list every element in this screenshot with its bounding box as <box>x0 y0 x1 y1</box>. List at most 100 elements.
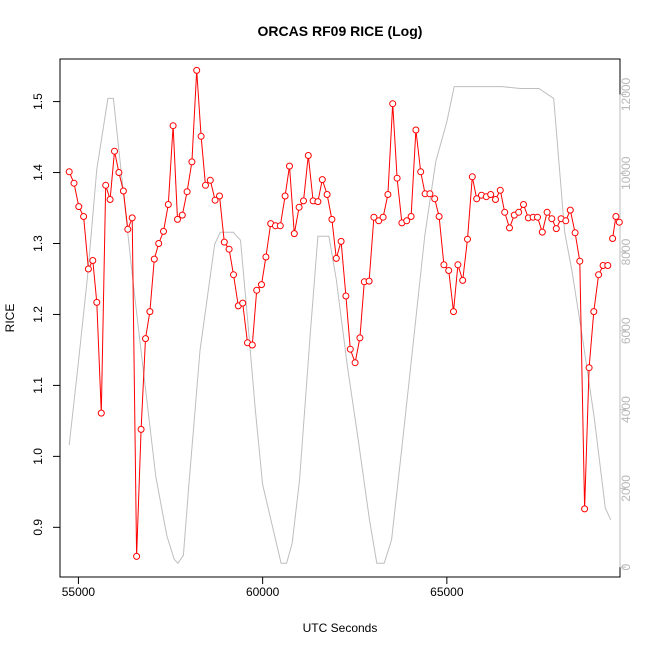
rice-point <box>384 191 392 198</box>
rice-point <box>407 213 415 220</box>
rice-point <box>150 255 158 263</box>
rice-point <box>133 552 141 560</box>
rice-point <box>612 213 620 220</box>
rice-point <box>239 299 247 307</box>
rice-point <box>543 208 551 216</box>
rice-point <box>468 173 476 181</box>
rice-point <box>155 240 163 247</box>
right-tick-label: 6000 <box>619 317 633 344</box>
left-tick-label: 1.2 <box>31 306 45 323</box>
x-tick-label: 65000 <box>430 585 464 599</box>
rice-point <box>183 188 191 196</box>
rice-point <box>323 191 331 198</box>
rice-point <box>124 225 132 233</box>
rice-point <box>332 254 340 262</box>
rice-point <box>106 196 114 203</box>
rice-point <box>473 195 481 203</box>
right-y-axis: 0 2000 4000 6000 8000 10000 12000 <box>619 77 633 570</box>
rice-point <box>75 203 83 211</box>
rice-point <box>379 213 387 221</box>
rice-point <box>337 237 345 245</box>
rice-point <box>464 235 471 243</box>
altitude-line <box>68 86 612 564</box>
left-tick-label: 0.9 <box>31 519 45 536</box>
rice-point <box>248 341 256 349</box>
rice-point <box>365 277 373 285</box>
rice-point <box>65 168 73 176</box>
rice-point <box>538 228 546 236</box>
rice-point <box>501 208 509 216</box>
rice-point <box>440 261 448 269</box>
rice-point <box>84 265 92 273</box>
rice-point <box>450 308 457 316</box>
rice-point <box>496 186 504 194</box>
rice-point <box>615 218 623 226</box>
altitude-layer <box>68 86 612 564</box>
rice-point <box>562 217 570 225</box>
rice-point <box>595 271 603 279</box>
rice-point <box>102 181 110 189</box>
rice-point <box>445 267 453 274</box>
rice-point <box>370 213 378 221</box>
rice-point <box>585 364 593 372</box>
rice-point <box>220 238 228 246</box>
x-tick-label: 60000 <box>246 585 280 599</box>
right-tick-label: 4000 <box>619 396 633 423</box>
rice-point <box>403 217 411 225</box>
rice-point <box>193 66 201 74</box>
plot-frame <box>59 58 621 578</box>
rice-point <box>174 215 181 223</box>
rice-point <box>576 257 584 265</box>
rice-point <box>552 225 560 233</box>
rice-point <box>262 253 270 261</box>
rice-point <box>295 203 303 211</box>
rice-point <box>412 126 420 134</box>
rice-point <box>89 257 97 264</box>
rice-point <box>164 201 172 208</box>
rice-point <box>281 192 289 200</box>
rice-point <box>216 192 223 200</box>
rice-point <box>351 359 359 367</box>
right-tick-label: 12000 <box>619 77 633 111</box>
rice-point <box>142 335 149 343</box>
rice-point <box>454 261 462 269</box>
rice-point <box>169 122 177 130</box>
rice-point <box>375 217 383 225</box>
rice-point <box>304 152 312 159</box>
rice-point <box>389 100 397 108</box>
rice-point <box>346 345 354 353</box>
rice-point <box>188 158 196 166</box>
rice-point <box>426 190 434 198</box>
rice-point <box>534 213 541 221</box>
rice-point <box>492 196 499 203</box>
left-tick-label: 1.1 <box>31 377 45 394</box>
rice-point <box>609 235 617 242</box>
rice-point <box>80 213 88 220</box>
rice-point <box>431 195 439 203</box>
rice-point <box>286 162 293 170</box>
rice-point <box>225 245 233 253</box>
rice-point <box>97 409 105 417</box>
left-tick-label: 1.3 <box>31 235 45 252</box>
right-tick-label: 2000 <box>619 475 633 502</box>
rice-point <box>146 308 154 316</box>
rice-point <box>515 208 523 216</box>
rice-point <box>197 132 205 140</box>
rice-point <box>506 224 513 232</box>
rice-point <box>211 196 219 204</box>
rice-point <box>93 298 101 306</box>
x-axis: 55000 60000 65000 <box>62 576 464 599</box>
rice-point <box>276 222 284 230</box>
rice-point <box>342 292 350 300</box>
x-tick-label: 55000 <box>62 585 96 599</box>
right-tick-label: 10000 <box>619 156 633 190</box>
rice-point <box>202 181 209 189</box>
left-tick-label: 1.5 <box>31 93 45 110</box>
x-axis-label: UTC Seconds <box>303 621 378 635</box>
left-tick-label: 1.4 <box>31 164 45 181</box>
rice-point <box>178 211 186 219</box>
rice-point <box>253 286 261 294</box>
rice-point <box>115 169 123 176</box>
rice-point <box>70 179 78 187</box>
